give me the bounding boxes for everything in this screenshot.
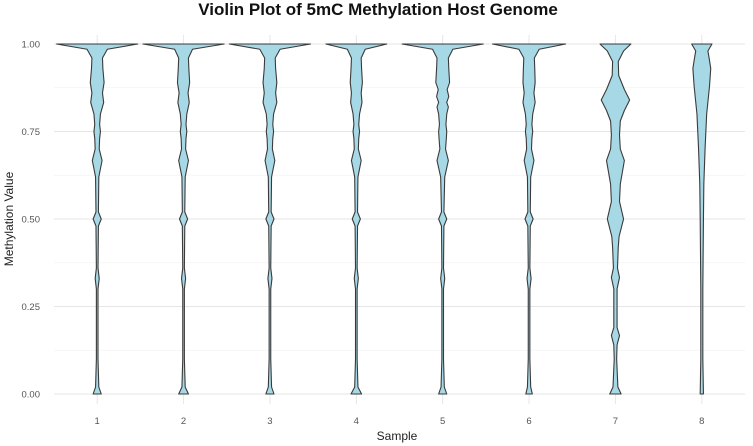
- x-tick-label: 6: [526, 416, 531, 427]
- chart-title: Violin Plot of 5mC Methylation Host Geno…: [198, 0, 558, 19]
- y-axis-title: Methylation Value: [2, 171, 16, 266]
- grid: [54, 35, 745, 404]
- y-tick-label: 0.75: [22, 127, 41, 138]
- violin-sample-2: [142, 43, 225, 395]
- violin-sample-5: [401, 43, 484, 395]
- violins: [56, 43, 713, 395]
- violin-sample-1: [56, 43, 139, 395]
- violin-sample-6: [491, 43, 567, 395]
- x-tick-label: 8: [699, 416, 704, 427]
- y-tick-label: 0.50: [22, 215, 41, 226]
- x-tick-label: 7: [613, 416, 618, 427]
- x-tick-label: 4: [354, 416, 359, 427]
- x-axis-title: Sample: [377, 429, 418, 443]
- y-tick-label: 0.25: [22, 302, 41, 313]
- violin-sample-4: [325, 43, 388, 395]
- x-tick-label: 5: [440, 416, 445, 427]
- x-axis-ticks: 1 2 3 4 5 6 7 8: [95, 416, 705, 427]
- x-tick-label: 1: [95, 416, 100, 427]
- y-tick-label: 1.00: [22, 40, 41, 51]
- violin-sample-3: [228, 43, 312, 395]
- y-axis-ticks: 0.00 0.25 0.50 0.75 1.00: [22, 40, 41, 401]
- y-tick-label: 0.00: [22, 390, 41, 401]
- x-tick-label: 2: [181, 416, 186, 427]
- violin-sample-7: [599, 43, 632, 395]
- x-tick-label: 3: [267, 416, 272, 427]
- violin-sample-8: [691, 43, 713, 395]
